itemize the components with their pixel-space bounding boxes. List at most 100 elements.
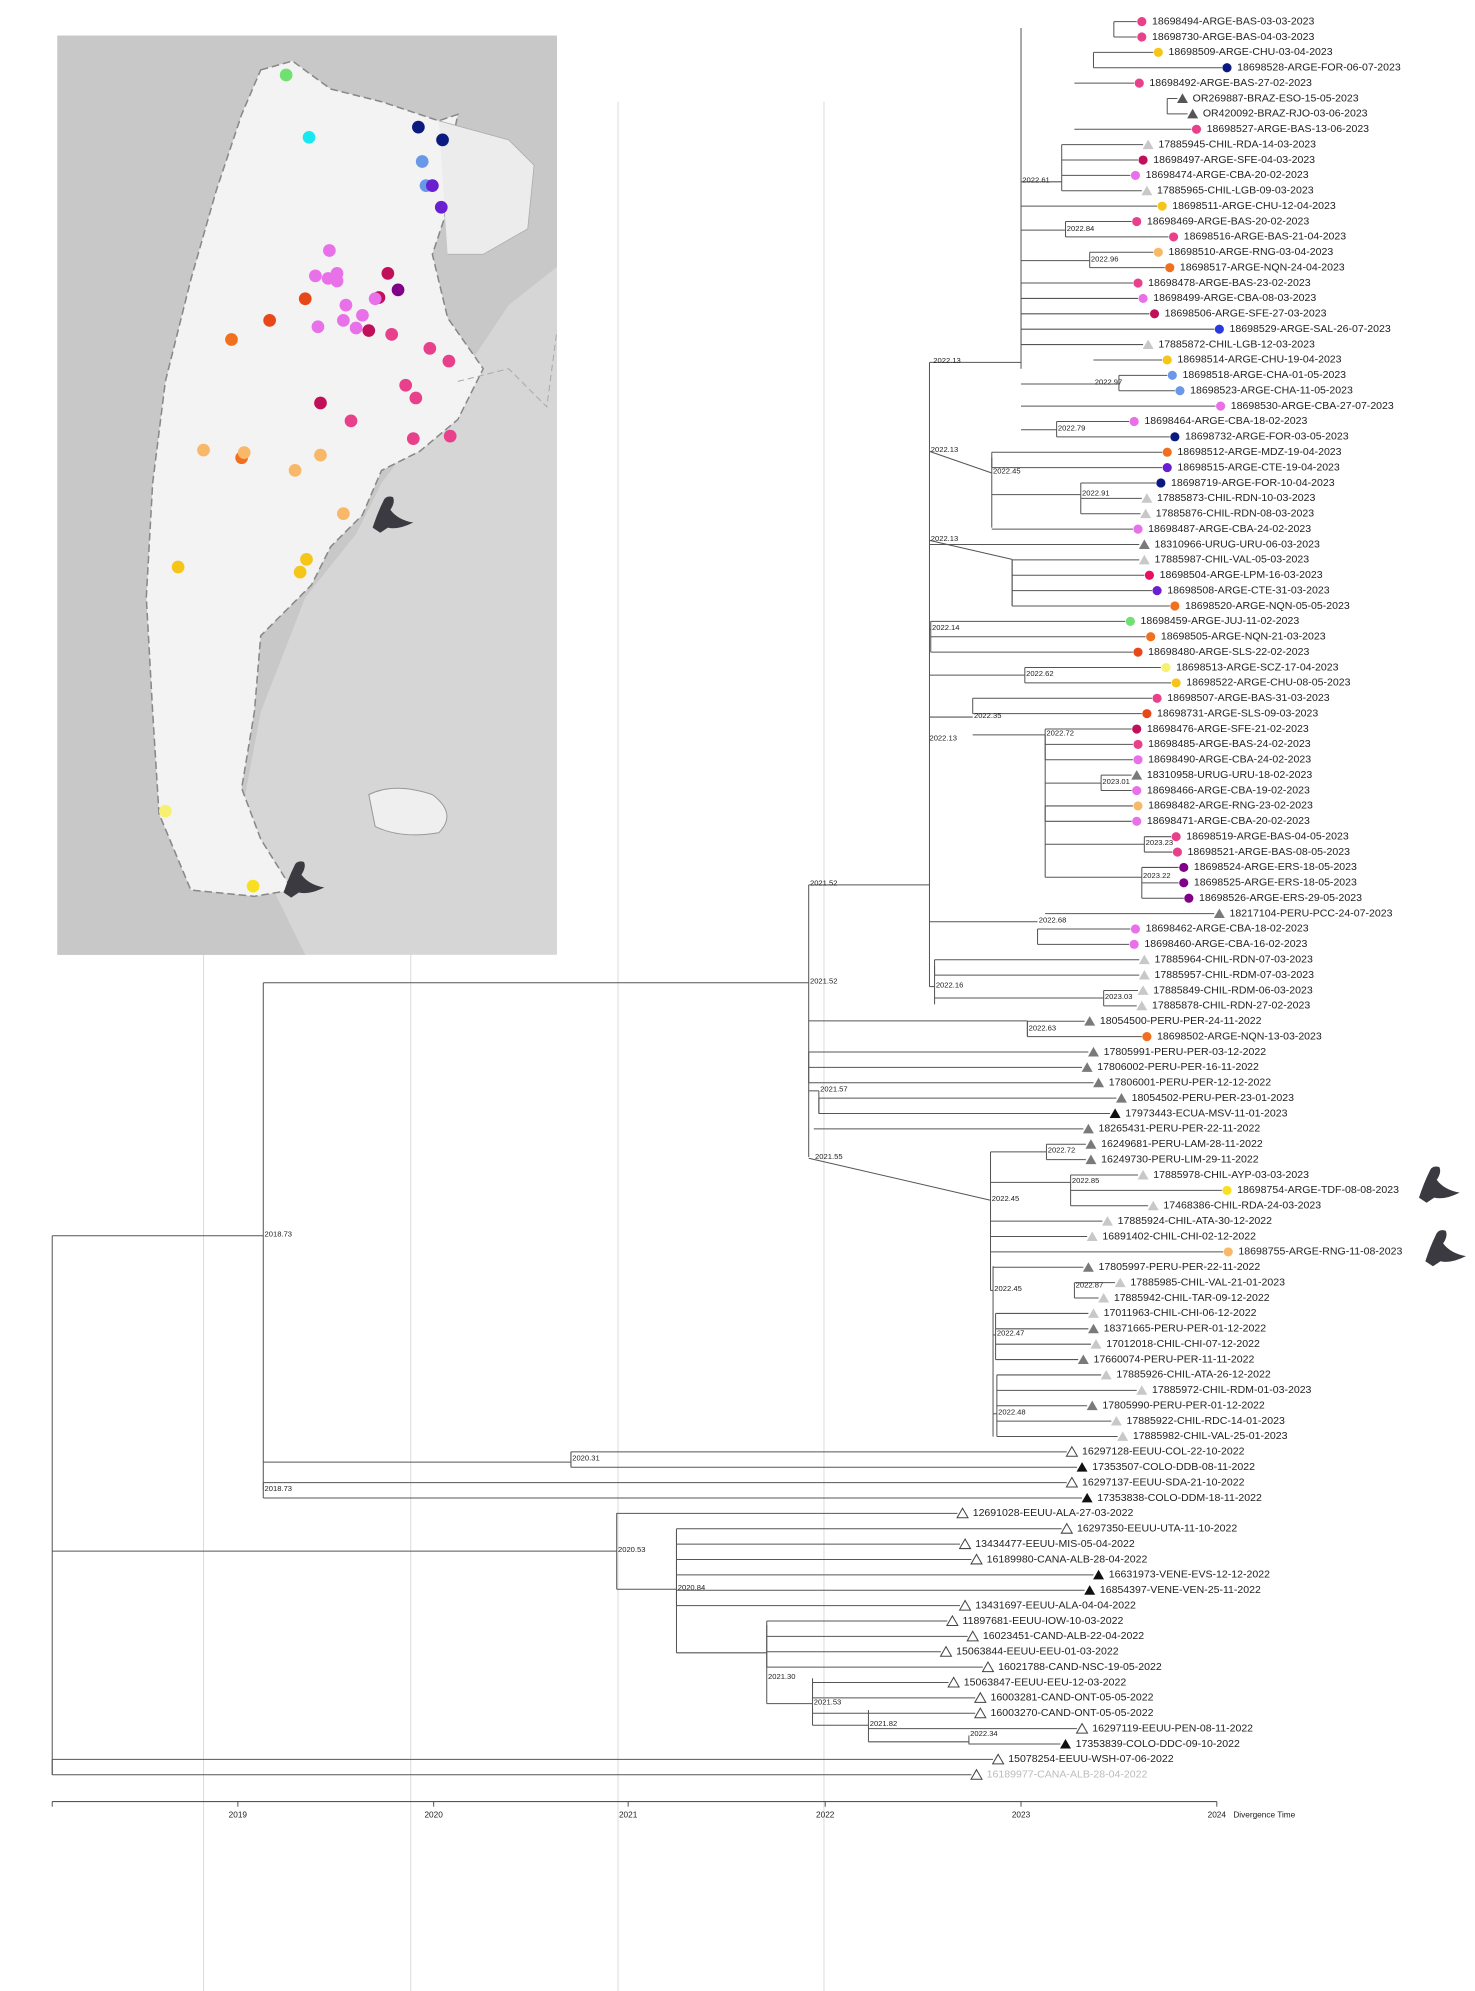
leaf-label: 18698492-ARGE-BAS-27-02-2023: [1149, 77, 1312, 89]
leaf-label: OR269887-BRAZ-ESO-15-05-2023: [1193, 92, 1359, 104]
map-sample-dot: [300, 553, 313, 566]
leaf-marker: [1179, 862, 1189, 873]
leaf-marker: [966, 1630, 980, 1642]
node-label: 2018.73: [265, 1484, 293, 1493]
node-label: 2023.23: [1146, 838, 1174, 847]
leaf-label: 18698497-ARGE-SFE-04-03-2023: [1153, 154, 1315, 166]
leaf-label: 17806002-PERU-PER-16-11-2022: [1097, 1061, 1259, 1073]
leaf-marker: [1133, 755, 1143, 765]
leaf-label: 18698490-ARGE-CBA-24-02-2023: [1148, 754, 1311, 766]
leaf-marker: [1098, 1292, 1110, 1303]
leaf-label: 18698528-ARGE-FOR-06-07-2023: [1237, 62, 1401, 74]
map-sample-dot: [443, 429, 457, 443]
leaf-marker: [1136, 1385, 1148, 1395]
leaf-label: 16631973-VENE-EVS-12-12-2022: [1109, 1569, 1270, 1581]
leaf-label: 17885945-CHIL-RDA-14-03-2023: [1158, 138, 1316, 150]
leaf-label: 18310966-URUG-URU-06-03-2023: [1155, 538, 1320, 550]
leaf-marker: [1132, 785, 1142, 796]
leaf-label: 16249730-PERU-LIM-29-11-2022: [1101, 1153, 1259, 1165]
leaf-marker: [1137, 32, 1147, 42]
seal-icon: [1418, 1166, 1460, 1203]
leaf-marker: [1132, 216, 1142, 227]
leaf-marker: [1125, 616, 1135, 626]
leaf-marker: [1170, 432, 1180, 442]
leaf-marker: [981, 1661, 995, 1673]
leaf-marker: [1142, 1032, 1152, 1042]
leaf-label: 18698505-ARGE-NQN-21-03-2023: [1161, 631, 1326, 643]
leaf-label: 18698499-ARGE-CBA-08-03-2023: [1153, 292, 1316, 304]
leaf-label: 18698474-ARGE-CBA-20-02-2023: [1146, 169, 1309, 181]
map-sample-dot: [330, 274, 344, 288]
leaf-marker: [1141, 185, 1153, 196]
leaf-label: 17885926-CHIL-ATA-26-12-2022: [1116, 1369, 1271, 1381]
map-sample-dot: [263, 314, 276, 327]
leaf-label: 17885849-CHIL-RDM-06-03-2023: [1153, 984, 1313, 996]
leaf-marker: [1161, 662, 1171, 673]
leaf-marker: [958, 1599, 972, 1611]
node-label: 2022.97: [1095, 378, 1123, 387]
node-label: 2022.62: [1026, 669, 1054, 678]
map-sample-dot: [436, 133, 449, 147]
leaf-marker: [1131, 770, 1143, 780]
leaf-label: 18698517-ARGE-NQN-24-04-2023: [1180, 261, 1345, 273]
node-label: 2022.68: [1039, 916, 1067, 925]
node-label: 2021.52: [810, 977, 838, 986]
leaf-marker: [1162, 463, 1172, 473]
leaf-marker: [1133, 647, 1143, 657]
leaf-label: 18698478-ARGE-BAS-23-02-2023: [1148, 277, 1311, 289]
node-label: 2018.73: [265, 1230, 293, 1239]
axis-tick-label: 2022: [816, 1811, 835, 1820]
leaf-label: 17011963-CHIL-CHI-06-12-2022: [1104, 1307, 1257, 1319]
leaf-marker: [1133, 278, 1143, 288]
leaf-label: 18371665-PERU-PER-01-12-2022: [1104, 1323, 1267, 1335]
leaf-label: 18698529-ARGE-SAL-26-07-2023: [1230, 323, 1391, 335]
leaf-label: 18698508-ARGE-CTE-31-03-2023: [1167, 584, 1330, 596]
leaf-marker: [973, 1691, 987, 1703]
leaf-marker: [956, 1507, 969, 1519]
leaf-marker: [1171, 832, 1181, 842]
leaf-label: 18698730-ARGE-BAS-04-03-2023: [1152, 31, 1315, 43]
leaf-label: 18310958-URUG-URU-18-02-2023: [1147, 769, 1312, 781]
leaf-marker: [1137, 17, 1147, 27]
leaf-label: 18698507-ARGE-BAS-31-03-2023: [1167, 692, 1330, 704]
leaf-marker: [1170, 601, 1180, 611]
axis-title: Divergence Time: [1233, 1811, 1295, 1820]
node-label: 2022.45: [993, 467, 1021, 476]
leaf-label: 17660074-PERU-PER-11-11-2022: [1093, 1353, 1254, 1365]
leaf-label: 18698509-ARGE-CHU-03-04-2023: [1169, 46, 1333, 58]
node-label: 2021.55: [815, 1152, 843, 1161]
leaf-marker: [973, 1707, 987, 1719]
leaf-marker: [1142, 339, 1154, 350]
leaf-marker: [1138, 293, 1148, 304]
node-label: 2022.34: [970, 1729, 998, 1738]
leaf-marker: [1138, 539, 1150, 549]
map-sample-dot: [381, 266, 395, 280]
node-label: 2022.48: [998, 1408, 1026, 1417]
leaf-marker: [991, 1753, 1005, 1765]
leaf-label: 16297119-EEUU-PEN-08-11-2022: [1092, 1722, 1253, 1734]
leaf-marker: [1082, 1123, 1094, 1134]
map-sample-dot: [309, 269, 322, 283]
leaf-label: 18265431-PERU-PER-22-11-2022: [1099, 1123, 1261, 1135]
leaf-marker: [1172, 847, 1182, 857]
leaf-marker: [1133, 524, 1143, 534]
node-label: 2022.61: [1022, 176, 1050, 185]
leaf-marker: [1065, 1476, 1079, 1488]
leaf-label: 18698511-ARGE-CHU-12-04-2023: [1172, 200, 1336, 212]
leaf-label: 18698480-ARGE-SLS-22-02-2023: [1148, 646, 1309, 658]
leaf-label: 17885924-CHIL-ATA-30-12-2022: [1118, 1215, 1273, 1227]
node-label: 2022.85: [1072, 1176, 1100, 1185]
leaf-label: 16297128-EEUU-COL-22-10-2022: [1082, 1446, 1245, 1458]
leaf-label: 16297350-EEUU-UTA-11-10-2022: [1077, 1523, 1237, 1535]
map-sample-dot: [344, 414, 358, 428]
leaf-label: 17885987-CHIL-VAL-05-03-2023: [1155, 554, 1310, 566]
leaf-marker: [939, 1645, 953, 1657]
node-label: 2022.13: [929, 734, 957, 743]
node-label: 2020.84: [678, 1583, 706, 1592]
node-label: 2022.35: [974, 711, 1002, 720]
leaf-label: 18698518-ARGE-CHA-01-05-2023: [1182, 369, 1346, 381]
leaf-marker: [1169, 232, 1179, 242]
leaf-marker: [1162, 447, 1172, 457]
leaf-marker: [1093, 1077, 1105, 1088]
leaf-label: 18698527-ARGE-BAS-13-06-2023: [1207, 123, 1370, 135]
